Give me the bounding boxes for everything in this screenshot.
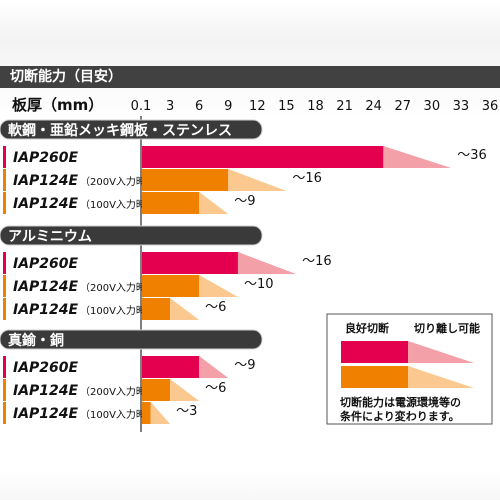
group-header-label: 真鍮・銅 <box>8 332 64 349</box>
group-header-label: 軟鋼・亜鉛メッキ鋼板・ステンレス <box>8 122 232 139</box>
max-thickness-label: 〜3 <box>176 404 197 419</box>
row-color-marker <box>3 379 6 401</box>
group-header-band <box>0 225 263 246</box>
legend-sever-swatch-iap124e <box>408 366 474 388</box>
severance-wedge <box>150 402 171 424</box>
x-tick-label: 0.1 <box>131 99 152 114</box>
row-model-label: IAP260E <box>13 360 79 376</box>
x-tick-label: 36 <box>482 99 499 114</box>
row-condition-note: （100V入力時） <box>80 408 156 421</box>
severance-wedge <box>170 379 200 401</box>
row-color-marker <box>3 192 6 214</box>
legend-good-swatch-iap260e <box>341 341 408 363</box>
row-condition-note: （100V入力時） <box>80 304 156 317</box>
severance-wedge <box>383 146 452 168</box>
good-cut-bar <box>142 402 151 424</box>
row-model-label: IAP124E <box>13 196 79 212</box>
x-tick-label: 15 <box>278 99 295 114</box>
x-tick-label: 30 <box>424 99 441 114</box>
legend-good-swatch-iap124e <box>341 366 408 388</box>
row-model-label: IAP124E <box>13 173 79 189</box>
x-tick-label: 12 <box>249 99 266 114</box>
x-tick-label: 27 <box>394 99 411 114</box>
x-tick-label: 6 <box>195 99 203 114</box>
row-color-marker <box>3 146 6 168</box>
good-cut-bar <box>142 169 229 191</box>
group-header-label: アルミニウム <box>8 229 92 245</box>
row-model-label: IAP260E <box>13 150 79 166</box>
severance-wedge <box>199 192 229 214</box>
row-color-marker <box>3 275 6 297</box>
max-thickness-label: 〜9 <box>234 358 255 373</box>
good-cut-bar <box>142 298 171 320</box>
x-tick-label: 33 <box>453 99 470 114</box>
good-cut-bar <box>142 252 238 274</box>
legend-sever-swatch-iap260e <box>408 341 474 363</box>
chart-title: 切断能力（目安） <box>0 66 500 88</box>
row-condition-note: （200V入力時） <box>80 281 156 294</box>
row-model-label: IAP124E <box>13 279 79 295</box>
row-model-label: IAP260E <box>13 256 79 272</box>
severance-wedge <box>237 252 297 274</box>
row-condition-note: （200V入力時） <box>80 175 156 188</box>
good-cut-bar <box>142 275 200 297</box>
row-color-marker <box>3 356 6 378</box>
max-thickness-label: 〜9 <box>234 194 255 209</box>
group-header-band <box>0 329 263 350</box>
group-header-band <box>0 119 263 140</box>
row-model-label: IAP124E <box>13 302 79 318</box>
row-condition-note: （100V入力時） <box>80 198 156 211</box>
legend-note-line2: 条件により変わります。 <box>339 409 460 423</box>
good-cut-bar <box>142 146 384 168</box>
max-thickness-label: 〜16 <box>292 171 322 186</box>
x-tick-label: 24 <box>365 99 382 114</box>
max-thickness-label: 〜16 <box>302 254 332 269</box>
row-color-marker <box>3 298 6 320</box>
max-thickness-label: 〜6 <box>205 381 226 396</box>
x-tick-label: 18 <box>307 99 324 114</box>
row-model-label: IAP124E <box>13 406 79 422</box>
x-axis-label: 板厚（mm） <box>12 96 103 114</box>
max-thickness-label: 〜6 <box>205 300 226 315</box>
good-cut-bar <box>142 192 200 214</box>
row-condition-note: （200V入力時） <box>80 385 156 398</box>
severance-wedge <box>199 356 229 378</box>
max-thickness-label: 〜36 <box>457 148 487 163</box>
row-color-marker <box>3 169 6 191</box>
row-color-marker <box>3 402 6 424</box>
severance-wedge <box>228 169 287 191</box>
row-color-marker <box>3 252 6 274</box>
legend-good-label: 良好切断 <box>345 321 389 335</box>
max-thickness-label: 〜10 <box>244 277 274 292</box>
severance-wedge <box>199 275 238 297</box>
legend-note-line1: 切断能力は電源環境等の <box>340 395 461 409</box>
severance-wedge <box>170 298 200 320</box>
good-cut-bar <box>142 379 171 401</box>
x-tick-label: 9 <box>224 99 232 114</box>
good-cut-bar <box>142 356 200 378</box>
x-tick-label: 3 <box>166 99 174 114</box>
x-tick-label: 21 <box>336 99 353 114</box>
row-model-label: IAP124E <box>13 383 79 399</box>
legend-sever-label: 切り離し可能 <box>414 321 480 335</box>
